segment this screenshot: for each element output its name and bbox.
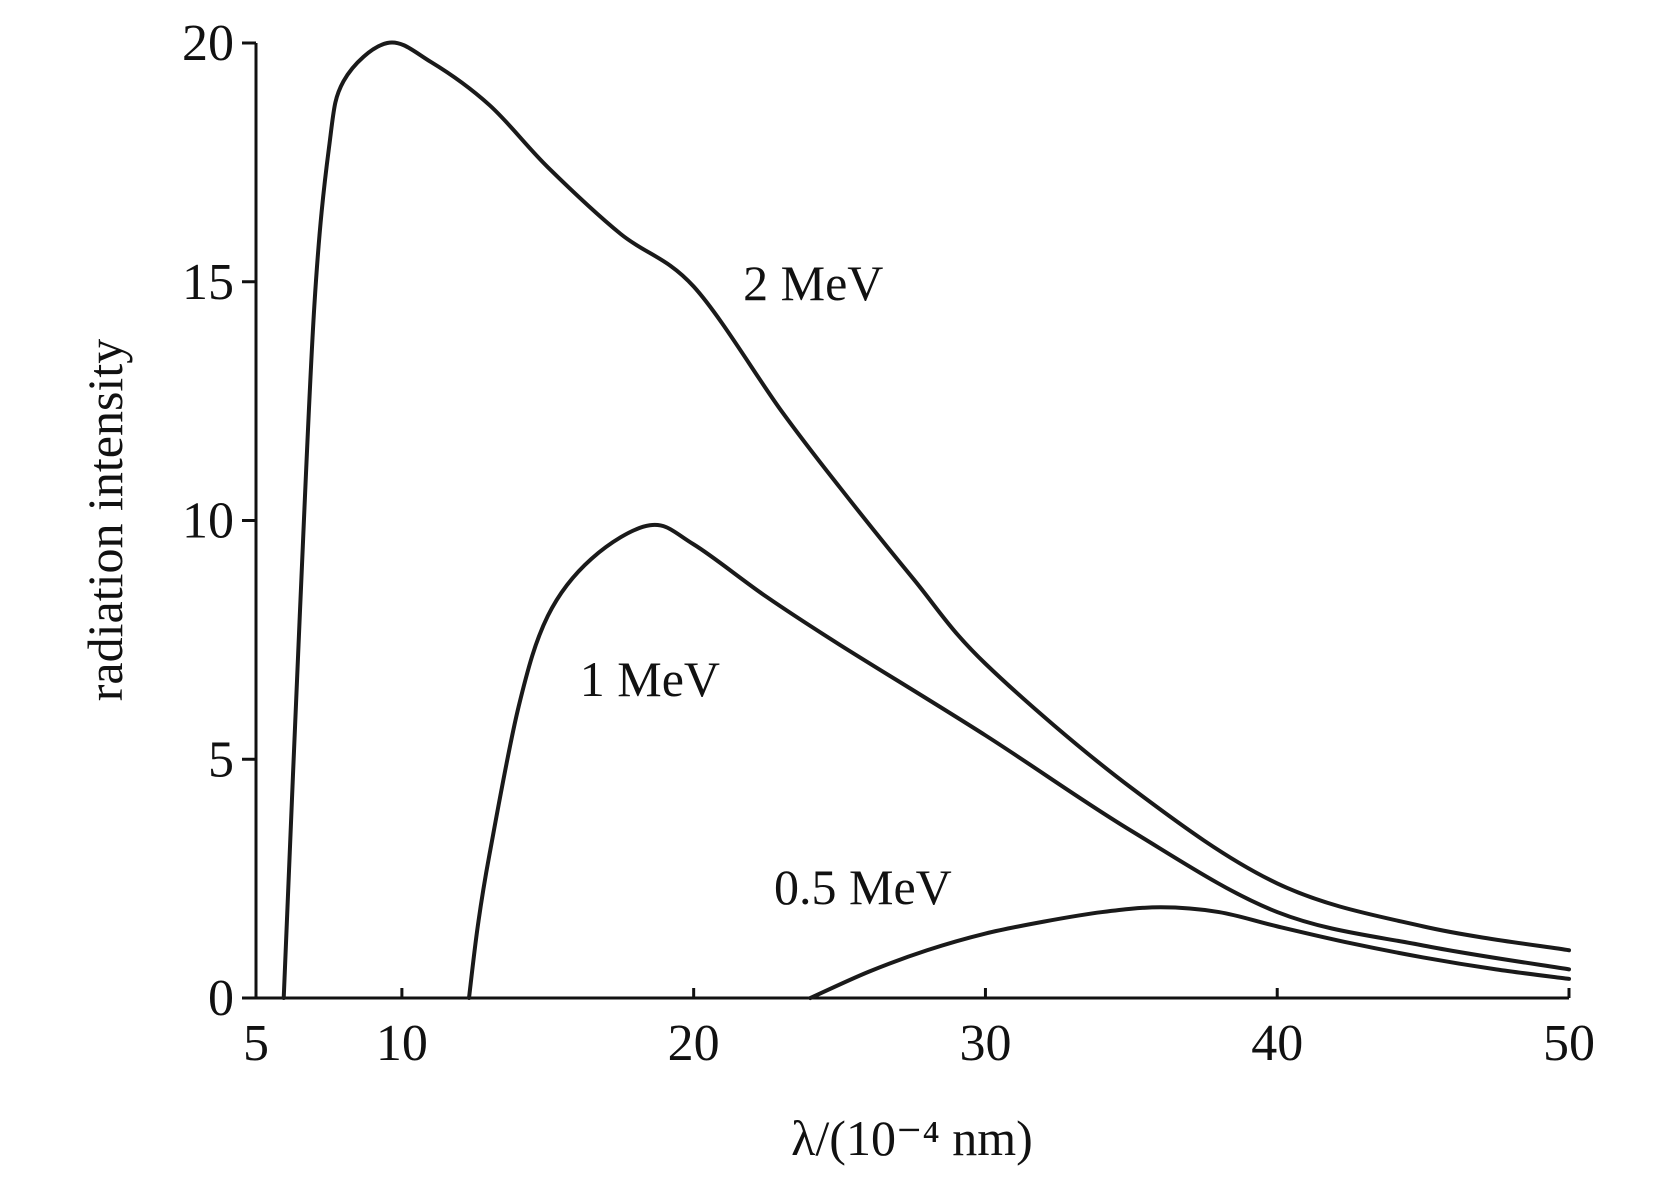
series-line-2-mev [281,40,1571,1000]
x-tick-label: 5 [243,1015,269,1072]
y-tick-label: 15 [182,254,234,311]
x-tick-label: 20 [668,1015,720,1072]
axis-lines [254,43,1569,1000]
series-label-0-5-mev: 0.5 MeV [774,859,952,915]
y-tick-label: 10 [182,493,234,550]
x-tick-label: 50 [1543,1015,1595,1072]
y-tick-label: 0 [208,970,234,1027]
annotations: 2 MeV 1 MeV 0.5 MeV [580,255,952,915]
series-line-1-mev [466,522,1571,1000]
x-tick-label: 10 [376,1015,428,1072]
x-tick-label: 30 [959,1015,1011,1072]
series-label-1-mev: 1 MeV [580,651,720,707]
series-label-2-mev: 2 MeV [743,255,883,311]
curves [281,40,1571,1000]
x-axis-title: λ/(10⁻⁴ nm) [791,1110,1033,1166]
x-tick-label: 40 [1251,1015,1303,1072]
y-axis-title: radiation intensity [77,339,133,701]
series-line-0-5-mev [808,905,1571,1000]
y-tick-label: 5 [208,731,234,788]
y-tick-label: 20 [182,15,234,72]
